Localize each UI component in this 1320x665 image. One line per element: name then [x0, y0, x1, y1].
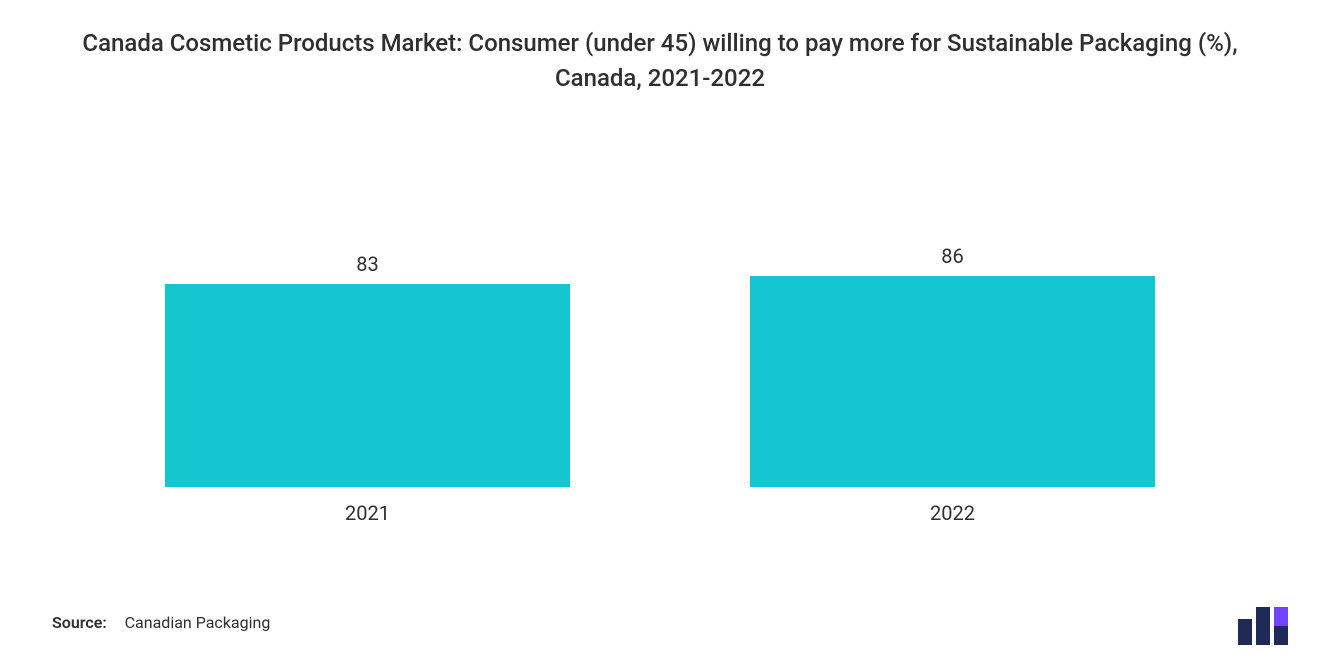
bar-2022: [750, 276, 1155, 487]
bar-value-label: 83: [356, 252, 378, 276]
chart-container: Canada Cosmetic Products Market: Consume…: [0, 0, 1320, 665]
bar-group-2021: 83 2021: [165, 252, 570, 525]
title-wrap: Canada Cosmetic Products Market: Consume…: [0, 0, 1320, 96]
logo-bar: [1238, 619, 1252, 645]
logo-bar: [1256, 607, 1270, 645]
logo-bar: [1274, 607, 1288, 645]
chart-area: 83 2021 86 2022: [0, 96, 1320, 665]
bar-category-label: 2022: [930, 501, 975, 525]
bar-group-2022: 86 2022: [750, 244, 1155, 525]
source-value: Canadian Packaging: [125, 613, 271, 632]
chart-title: Canada Cosmetic Products Market: Consume…: [60, 26, 1260, 96]
bar-value-label: 86: [941, 244, 963, 268]
bar-category-label: 2021: [345, 501, 390, 525]
bar-2021: [165, 284, 570, 487]
source-footer: Source: Canadian Packaging: [52, 613, 270, 632]
brand-logo-icon: [1238, 607, 1288, 645]
source-label: Source:: [52, 613, 107, 632]
